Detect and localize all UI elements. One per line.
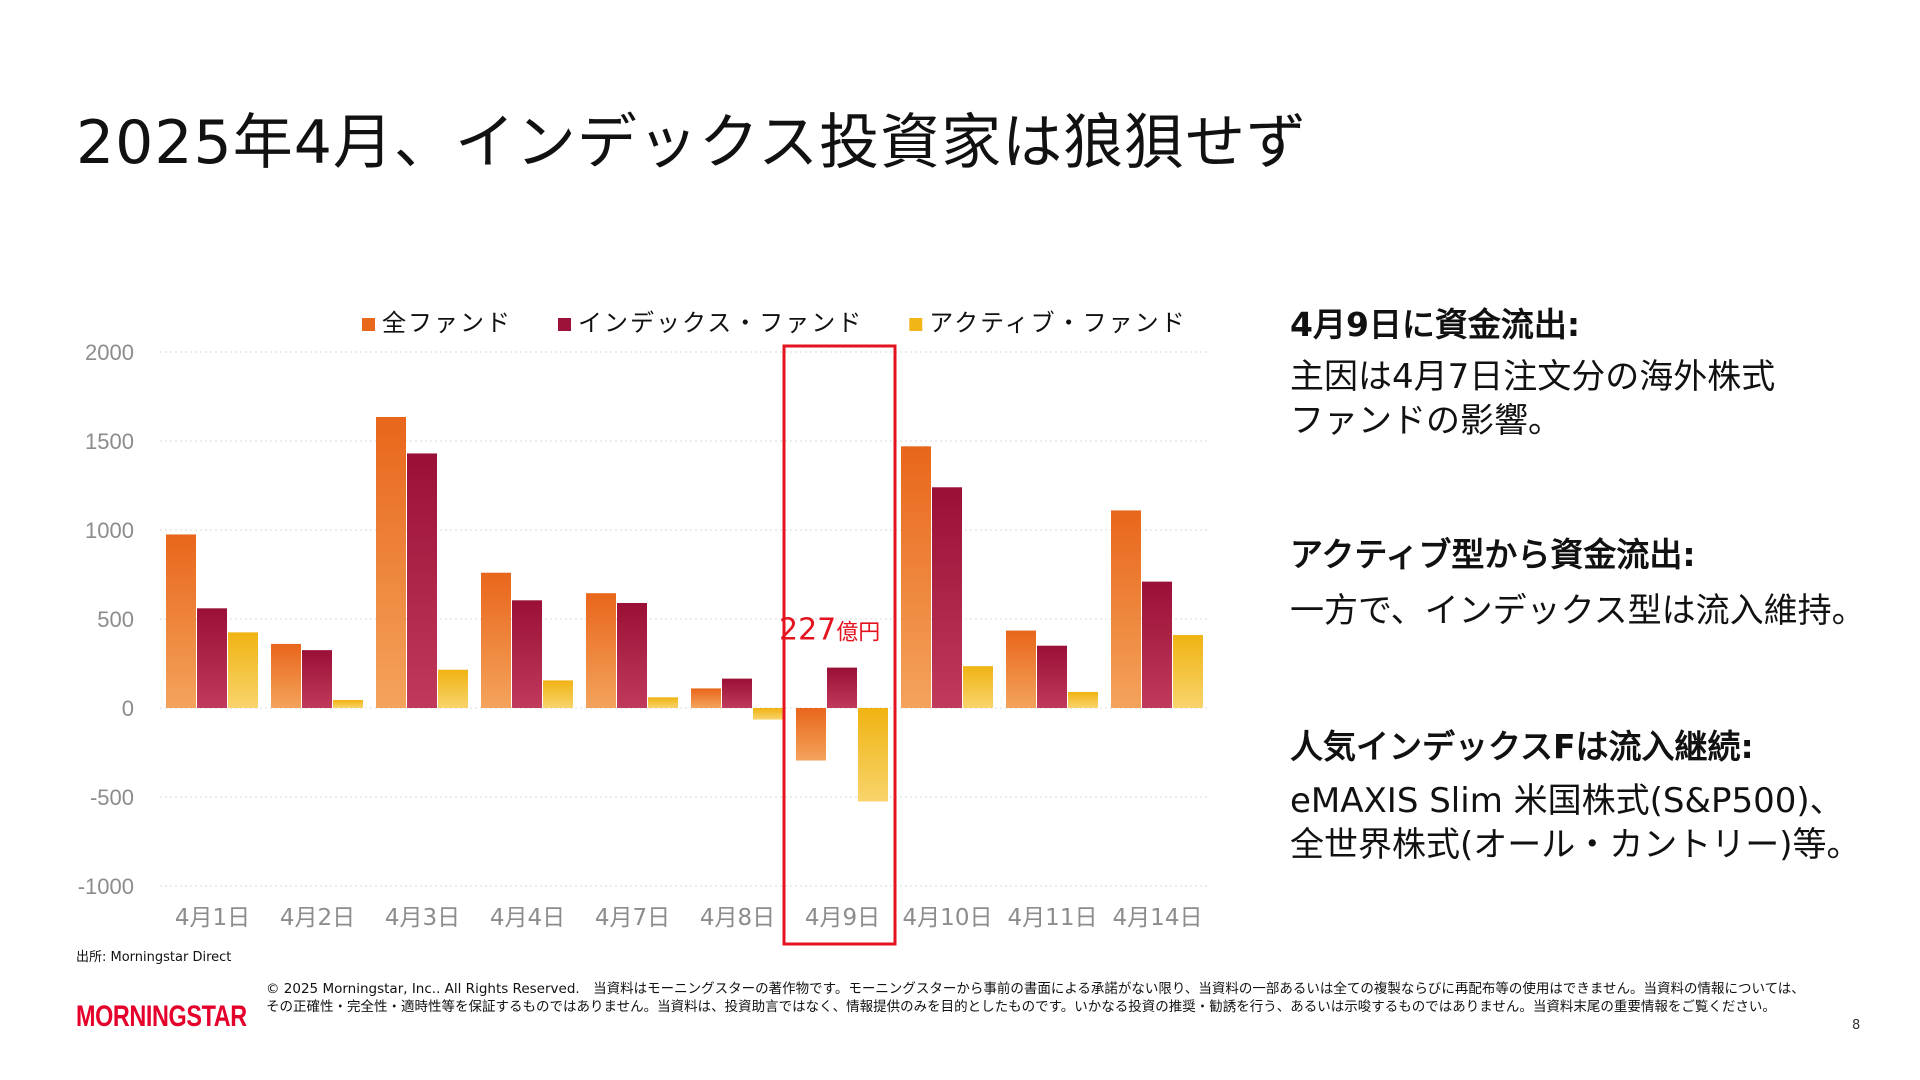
- commentary-text-2: 一方で、インデックス型は流入維持。: [1290, 591, 1866, 631]
- bar-active-funds-10: [1173, 635, 1203, 708]
- bar-index-funds-8: [932, 487, 962, 708]
- bar-all-funds-5: [586, 593, 616, 708]
- bar-all-funds-6: [691, 688, 721, 708]
- bar-index-funds-7: [827, 667, 857, 708]
- bar-index-funds-2: [302, 650, 332, 708]
- x-tick-label: 4月2日: [280, 905, 355, 931]
- bar-active-funds-8: [963, 666, 993, 708]
- legend-label-active-funds: アクティブ・ファンド: [929, 309, 1186, 337]
- highlight-group: 227億円: [779, 344, 897, 946]
- source-note: 出所: Morningstar Direct: [76, 950, 232, 965]
- x-tick-label: 4月7日: [595, 905, 670, 931]
- y-tick-label: 1000: [85, 518, 134, 543]
- chart-gridlines: [160, 351, 1210, 887]
- page-title: 2025年4月、インデックス投資家は狼狽せず: [76, 108, 1308, 178]
- bar-active-funds-1: [228, 632, 258, 708]
- x-tick-label: 4月11日: [1008, 905, 1098, 931]
- x-tick-label: 4月3日: [385, 905, 460, 931]
- x-tick-label: 4月4日: [490, 905, 565, 931]
- commentary-text-1: 主因は4月7日注文分の海外株式 ファンドの影響。: [1290, 356, 1775, 443]
- bar-index-funds-4: [512, 600, 542, 708]
- bar-all-funds-4: [481, 572, 511, 708]
- commentary-text-3-line1: eMAXIS Slim 米国株式(S&P500)、: [1290, 781, 1844, 821]
- legend-swatch-all-funds: [362, 318, 375, 331]
- bar-active-funds-9: [1068, 691, 1098, 708]
- y-tick-label: 500: [97, 607, 134, 632]
- legend-swatch-active-funds: [909, 318, 923, 331]
- bar-index-funds-10: [1142, 581, 1172, 708]
- bar-all-funds-3: [376, 416, 406, 708]
- bar-active-funds-5: [648, 697, 678, 708]
- commentary-heading-2: アクティブ型から資金流出:: [1290, 535, 1696, 574]
- y-tick-label: -500: [90, 785, 134, 810]
- commentary-text-1-line1: 主因は4月7日注文分の海外株式: [1290, 357, 1776, 397]
- bar-index-funds-3: [407, 453, 437, 708]
- annotation-value: 227: [779, 613, 836, 648]
- fund-flow-bar-chart: 全ファンド インデックス・ファンド アクティブ・ファンド 2000 1500 1000 5…: [78, 309, 1210, 946]
- chart-bars: [166, 416, 1203, 802]
- disclaimer-text: © 2025 Morningstar, Inc.. All Rights Res…: [266, 981, 1805, 1015]
- x-tick-label: 4月1日: [175, 905, 250, 931]
- legend-swatch-index-funds: [558, 318, 571, 331]
- bar-all-funds-10: [1111, 510, 1141, 708]
- commentary-heading-1: 4月9日に資金流出:: [1290, 305, 1581, 344]
- bar-all-funds-2: [271, 643, 301, 708]
- highlight-box: [782, 344, 897, 946]
- annotation-label: 227億円: [779, 613, 880, 648]
- chart-legend: 全ファンド インデックス・ファンド アクティブ・ファンド: [362, 309, 1186, 337]
- x-tick-label: 4月14日: [1113, 905, 1203, 931]
- bar-active-funds-6: [753, 708, 783, 720]
- bar-active-funds-3: [438, 669, 468, 708]
- morningstar-logo: MORNINGSTAR: [76, 1000, 247, 1033]
- x-tick-label: 4月8日: [700, 905, 775, 931]
- legend-label-index-funds: インデックス・ファンド: [578, 309, 863, 337]
- bar-all-funds-7: [796, 708, 826, 761]
- bar-index-funds-5: [617, 602, 647, 708]
- y-axis-ticks: 2000 1500 1000 500 0 -500 -1000: [78, 340, 134, 899]
- y-tick-label: 2000: [85, 340, 134, 365]
- bar-all-funds-1: [166, 534, 196, 708]
- bar-active-funds-2: [333, 699, 363, 708]
- commentary-text-3-line2: 全世界株式(オール・カントリー)等。: [1290, 824, 1861, 865]
- y-tick-label: 0: [122, 696, 134, 721]
- page-number: 8: [1852, 1018, 1861, 1033]
- bar-active-funds-4: [543, 680, 573, 708]
- x-tick-label: 4月10日: [903, 905, 993, 931]
- bar-index-funds-9: [1037, 645, 1067, 708]
- x-tick-label: 4月9日: [805, 905, 880, 931]
- bar-all-funds-8: [901, 446, 931, 708]
- bar-index-funds-1: [197, 608, 227, 708]
- annotation-unit: 億円: [836, 621, 880, 646]
- bar-index-funds-6: [722, 678, 752, 708]
- commentary-heading-3: 人気インデックスFは流入継続:: [1290, 727, 1754, 766]
- x-axis-ticks: 4月1日 4月2日 4月3日 4月4日 4月7日 4月8日 4月9日 4月10日 4月11日 4月…: [175, 905, 1203, 931]
- commentary-text-3: eMAXIS Slim 米国株式(S&P500)、 全世界株式(オール・カントリ…: [1290, 780, 1861, 867]
- legend-label-all-funds: 全ファンド: [382, 309, 512, 337]
- bar-all-funds-9: [1006, 630, 1036, 708]
- y-tick-label: 1500: [85, 429, 134, 454]
- bar-active-funds-7: [858, 708, 888, 802]
- commentary-text-1-line2: ファンドの影響。: [1290, 400, 1562, 441]
- y-tick-label: -1000: [78, 874, 134, 899]
